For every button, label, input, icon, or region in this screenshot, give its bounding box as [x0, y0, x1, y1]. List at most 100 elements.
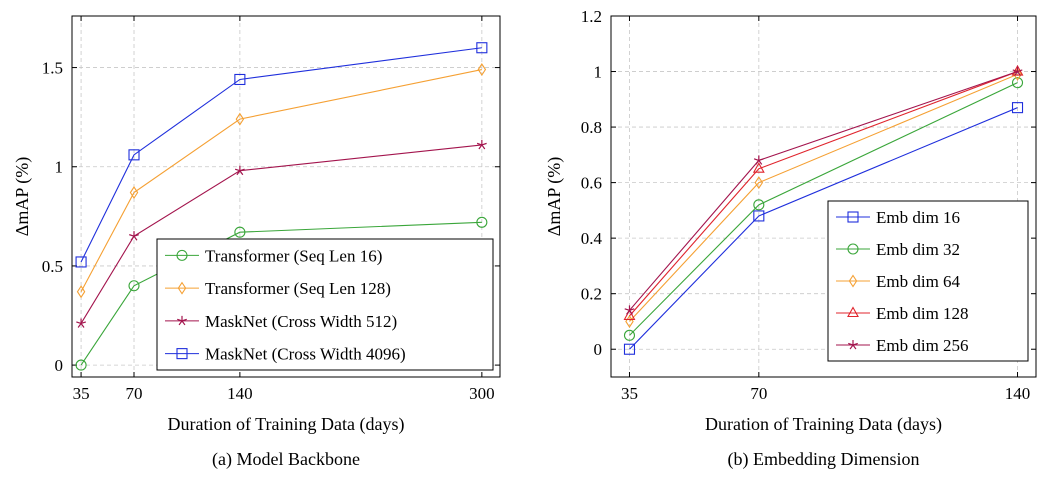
data-point [234, 226, 246, 238]
y-axis-label-delta: Δ [544, 225, 564, 237]
plot-frame [71, 15, 501, 378]
data-point [623, 329, 636, 341]
data-point [129, 231, 139, 241]
series-line [629, 71, 1018, 317]
series-line [80, 69, 482, 292]
data-point [75, 256, 87, 268]
legend-item: Transformer (Seq Len 128) [165, 279, 391, 298]
y-tick-label: 1 [594, 63, 603, 82]
legend-label: MaskNet (Cross Width 512) [205, 312, 397, 331]
data-point [76, 285, 86, 299]
legend-label: Transformer (Seq Len 128) [205, 279, 391, 298]
legend-label: MaskNet (Cross Width 4096) [205, 345, 406, 364]
legend-marker [847, 243, 859, 255]
y-axis-label: ΔmAP (%) [12, 157, 33, 236]
x-axis-label: Duration of Training Data (days) [168, 414, 405, 435]
x-tick-label: 300 [469, 384, 495, 403]
data-point [623, 309, 636, 320]
y-tick-label: 0 [594, 340, 603, 359]
series-emb-dim-32 [623, 77, 1024, 341]
legend-label: Transformer (Seq Len 16) [205, 246, 382, 265]
legend-label: Emb dim 16 [876, 208, 960, 227]
legend-item: Emb dim 16 [836, 208, 960, 227]
chart-caption: (b) Embedding Dimension [728, 449, 920, 470]
x-tick-label: 35 [621, 384, 638, 403]
x-axis-label: Duration of Training Data (days) [705, 414, 942, 435]
legend-item: MaskNet (Cross Width 512) [165, 312, 397, 331]
legend-label: Emb dim 256 [876, 336, 969, 355]
y-axis-label-text: mAP (%) [12, 157, 33, 225]
series-emb-dim-16 [623, 102, 1024, 355]
y-tick-label: 0.8 [581, 118, 602, 137]
y-tick-label: 0.6 [581, 174, 602, 193]
series-masknet-cross-width-512 [76, 139, 487, 328]
legend-marker [847, 306, 859, 318]
y-tick-label: 0.4 [581, 229, 603, 248]
chart-panel: 35 70 140 300 0 0.5 1 1.5 Duration of Training D… [12, 15, 501, 470]
legend-box [156, 238, 494, 371]
series-line [80, 144, 482, 324]
series-emb-dim-256 [624, 66, 1023, 315]
legend: Transformer (Seq Len 16) Transformer (Seq… [156, 238, 494, 371]
legend-marker [176, 348, 188, 360]
data-point [1011, 77, 1024, 89]
legend-item: Emb dim 256 [836, 336, 969, 355]
y-axis-label-delta: Δ [12, 225, 32, 237]
data-point [234, 73, 246, 86]
data-point [477, 63, 487, 77]
data-point [235, 112, 245, 126]
plot-frame [610, 15, 1037, 378]
series-line [80, 47, 482, 263]
data-point [234, 165, 245, 176]
legend-item: Emb dim 128 [836, 304, 969, 323]
legend-label: Emb dim 32 [876, 240, 960, 259]
data-point [753, 210, 765, 222]
y-tick-label: 1.2 [581, 7, 602, 26]
data-point [476, 42, 488, 54]
legend-marker [847, 211, 859, 223]
chart-panel: 35 70 140 0 0.2 0.4 0.6 0.8 1 1.2 Duration of Trai… [544, 7, 1037, 470]
data-point [753, 155, 764, 165]
data-point [476, 139, 487, 150]
data-point [754, 176, 764, 190]
series-masknet-cross-width-4096 [75, 42, 488, 268]
data-point [75, 359, 87, 371]
series-transformer-seq-len-128 [76, 63, 487, 299]
data-point [476, 216, 488, 228]
y-tick-label: 0.2 [581, 285, 602, 304]
chart-caption: (a) Model Backbone [212, 449, 360, 470]
y-tick-label: 0.5 [42, 257, 63, 276]
y-axis-label-text: mAP (%) [544, 157, 565, 225]
data-point [623, 343, 636, 355]
legend-label: Emb dim 64 [876, 272, 961, 291]
y-axis-label: ΔmAP (%) [544, 157, 565, 236]
data-point [753, 199, 765, 211]
legend-marker [176, 249, 188, 261]
data-point [128, 280, 140, 292]
data-point [752, 162, 765, 173]
legend-marker [177, 315, 187, 326]
y-tick-label: 1 [55, 158, 64, 177]
x-tick-label: 140 [227, 384, 253, 403]
legend: Emb dim 16 Emb dim 32 Emb dim 64 Emb dim 12… [827, 200, 1029, 362]
data-point [1011, 102, 1024, 114]
y-tick-label: 0 [55, 356, 64, 375]
data-point [1012, 66, 1023, 76]
data-point [128, 149, 140, 161]
legend-marker [848, 340, 858, 350]
data-point [129, 186, 139, 200]
series-line [629, 82, 1018, 336]
data-point [76, 318, 87, 328]
legend-item: Emb dim 32 [836, 240, 960, 259]
legend-item: MaskNet (Cross Width 4096) [165, 345, 406, 364]
y-tick-label: 1.5 [42, 59, 63, 78]
x-tick-label: 35 [73, 384, 90, 403]
legend-label: Emb dim 128 [876, 304, 969, 323]
legend-item: Transformer (Seq Len 16) [165, 246, 382, 265]
legend-marker [177, 281, 187, 295]
series-line [629, 73, 1018, 322]
legend-item: Emb dim 64 [836, 272, 961, 291]
x-tick-label: 140 [1005, 384, 1031, 403]
data-point [624, 305, 635, 315]
